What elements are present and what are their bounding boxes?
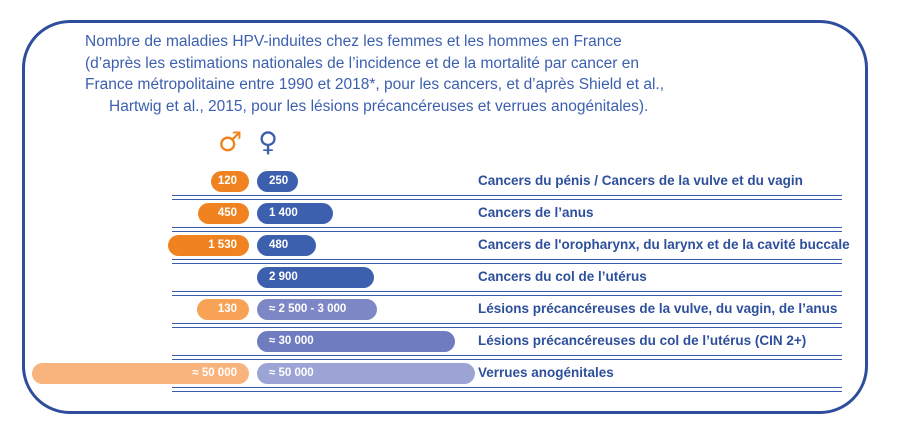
- title-line-1: Nombre de maladies HPV-induites chez les…: [85, 33, 622, 50]
- row-label: Cancers du pénis / Cancers de la vulve e…: [478, 173, 803, 188]
- row-label: Cancers de l’anus: [478, 205, 594, 220]
- female-pill: 250: [257, 170, 298, 192]
- female-pill: 480: [257, 234, 316, 256]
- row-divider: [172, 322, 842, 328]
- male-pill: ≈ 50 000: [32, 362, 249, 384]
- title-line-4: Hartwig et al., 2015, pour les lésions p…: [109, 97, 649, 115]
- row-divider: [172, 386, 842, 392]
- male-symbol-icon: ♂: [218, 127, 243, 158]
- title-line-3: France métropolitaine entre 1990 et 2018…: [85, 76, 665, 93]
- row-divider: [172, 258, 842, 264]
- row-divider: [172, 354, 842, 360]
- rounded-border-frame: [22, 20, 868, 414]
- row-divider: [172, 290, 842, 296]
- row-divider: [172, 226, 842, 232]
- female-pill: 1 400: [257, 202, 333, 224]
- row-label: Lésions précancéreuses de la vulve, du v…: [478, 301, 838, 316]
- title-line-2: (d’après les estimations nationales de l…: [85, 54, 639, 72]
- row-divider: [172, 194, 842, 200]
- row-label: Verrues anogénitales: [478, 365, 614, 380]
- row-label: Lésions précancéreuses du col de l’utéru…: [478, 333, 807, 348]
- row-label: Cancers du col de l’utérus: [478, 269, 647, 284]
- female-pill: ≈ 30 000: [257, 330, 455, 352]
- female-pill: ≈ 2 500 - 3 000: [257, 298, 377, 320]
- column-legend: ♂ ♀: [218, 128, 278, 158]
- female-symbol-icon: ♀: [258, 127, 278, 158]
- row-label: Cancers de l'oropharynx, du larynx et de…: [478, 237, 850, 252]
- male-pill: 450: [198, 202, 249, 224]
- male-pill: 1 530: [168, 234, 249, 256]
- chart-title: Nombre de maladies HPV-induites chez les…: [85, 31, 815, 117]
- female-pill: ≈ 50 000: [257, 362, 475, 384]
- female-pill: 2 900: [257, 266, 374, 288]
- male-pill: 130: [197, 298, 249, 320]
- male-pill: 120: [211, 170, 249, 192]
